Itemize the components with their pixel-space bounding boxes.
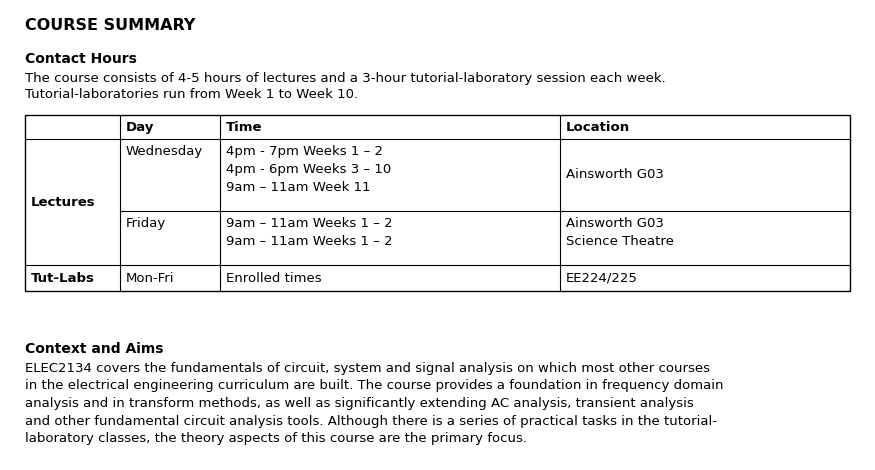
Text: Enrolled times: Enrolled times (226, 272, 322, 284)
Text: Day: Day (126, 121, 154, 134)
Text: Context and Aims: Context and Aims (25, 342, 164, 356)
Text: Ainsworth G03
Science Theatre: Ainsworth G03 Science Theatre (566, 217, 674, 248)
Text: Tut-Labs: Tut-Labs (31, 272, 94, 284)
Text: ELEC2134 covers the fundamentals of circuit, system and signal analysis on which: ELEC2134 covers the fundamentals of circ… (25, 362, 724, 445)
Text: Lectures: Lectures (31, 196, 95, 209)
Text: Mon-Fri: Mon-Fri (126, 272, 174, 284)
Text: COURSE SUMMARY: COURSE SUMMARY (25, 18, 195, 33)
Bar (25, 115, 850, 291)
Text: EE224/225: EE224/225 (566, 272, 638, 284)
Text: Location: Location (566, 121, 630, 134)
Text: Tutorial-laboratories run from Week 1 to Week 10.: Tutorial-laboratories run from Week 1 to… (25, 88, 358, 101)
Text: Friday: Friday (126, 217, 166, 230)
Text: The course consists of 4-5 hours of lectures and a 3-hour tutorial-laboratory se: The course consists of 4-5 hours of lect… (25, 72, 666, 85)
Text: Contact Hours: Contact Hours (25, 52, 136, 66)
Text: Wednesday: Wednesday (126, 145, 203, 158)
Text: Time: Time (226, 121, 262, 134)
Text: 4pm - 7pm Weeks 1 – 2
4pm - 6pm Weeks 3 – 10
9am – 11am Week 11: 4pm - 7pm Weeks 1 – 2 4pm - 6pm Weeks 3 … (226, 145, 391, 194)
Text: 9am – 11am Weeks 1 – 2
9am – 11am Weeks 1 – 2: 9am – 11am Weeks 1 – 2 9am – 11am Weeks … (226, 217, 393, 248)
Text: Ainsworth G03: Ainsworth G03 (566, 169, 664, 181)
